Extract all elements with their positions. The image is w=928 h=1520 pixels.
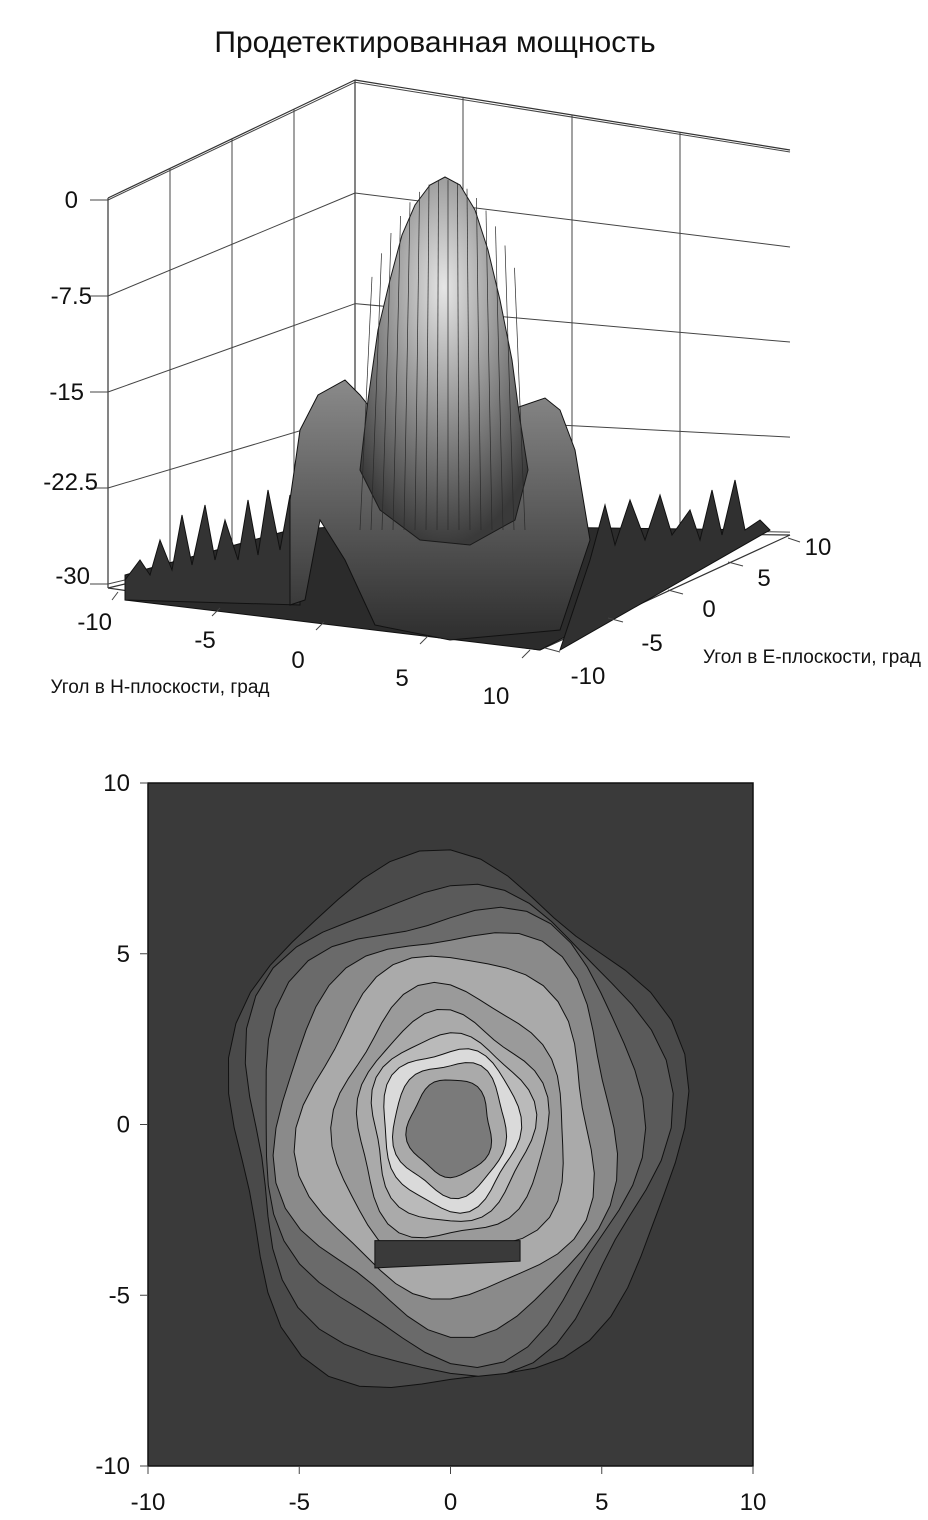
e-tick-mark	[667, 589, 684, 595]
main-lobe-mesh-lines	[359, 180, 526, 531]
peak-mesh-line	[457, 182, 460, 531]
noise-spikes-left	[124, 489, 301, 606]
e-plane-axis: -10 -5 0 5 10 Угол в Е-плоскости, град	[544, 534, 921, 690]
peak-mesh-line	[495, 226, 504, 531]
peak-mesh-line	[466, 188, 471, 531]
peak-mesh-line	[381, 233, 392, 531]
contour-x-tick-label: -10	[131, 1489, 166, 1515]
h-axis-label: Угол в Н-плоскости, град	[51, 677, 270, 698]
e-tick-label: -5	[641, 630, 662, 657]
contour-y-tick-label: -10	[95, 1453, 130, 1480]
peak-mesh-line	[370, 253, 382, 531]
peak-mesh-line	[514, 267, 526, 531]
contour-levels	[227, 849, 690, 1389]
e-tick-label: 10	[805, 534, 832, 561]
e-axis-label: Угол в Е-плоскости, град	[703, 647, 921, 668]
z-tick-label: 0	[65, 187, 78, 214]
contour-level	[405, 1079, 493, 1179]
peak-mesh-line	[392, 215, 401, 531]
contour-notch	[374, 1240, 521, 1269]
h-tick-mark	[111, 591, 119, 601]
contour-y-tick-label: 10	[103, 770, 130, 797]
contour-x-tick-label: 5	[595, 1489, 608, 1515]
h-tick-mark	[315, 621, 325, 631]
contour-x-axis: -10 -5 0 5 10	[131, 1466, 767, 1516]
h-tick-label: -5	[194, 627, 215, 654]
contour-axes: -10 -5 0 5 10 10 5 0 -5 -10	[95, 770, 767, 1516]
e-tick-mark	[607, 617, 624, 623]
contour-x-tick-label: 10	[740, 1489, 767, 1515]
z-tick-label: -30	[55, 563, 90, 590]
noise-spikes-right	[559, 479, 771, 652]
contour-x-tick-label: 0	[444, 1489, 457, 1515]
peak-mesh-line	[359, 276, 373, 531]
h-tick-label: 10	[483, 683, 510, 710]
contour-y-axis: 10 5 0 -5 -10	[95, 770, 148, 1480]
e-tick-label: 0	[702, 596, 715, 623]
h-tick-mark	[521, 649, 531, 659]
peak-mesh-line	[504, 245, 515, 531]
peak-mesh-line	[403, 202, 411, 531]
main-lobe-peak	[359, 176, 529, 546]
e-tick-mark	[787, 537, 801, 543]
peak-mesh-line	[425, 184, 430, 531]
contour-y-tick-label: 5	[117, 941, 130, 968]
contour-y-tick-label: 0	[117, 1112, 130, 1139]
peak-mesh-line	[436, 180, 439, 531]
h-tick-mark	[419, 635, 429, 645]
e-tick-label: 5	[757, 565, 770, 592]
peak-mesh-line	[414, 191, 420, 531]
peak-mesh-line	[485, 210, 493, 531]
z-tick-label: -22.5	[43, 469, 98, 496]
h-plane-axis: -10 -5 0 5 10 Угол в Н-плоскости, град	[51, 591, 531, 710]
z-tick-label: -7.5	[51, 283, 92, 310]
z-tick-label: -15	[49, 379, 84, 406]
contour-chart: -10 -5 0 5 10 10 5 0 -5 -10	[95, 770, 767, 1516]
surface-mesh	[124, 176, 771, 652]
e-tick-mark	[727, 561, 744, 567]
e-tick-mark	[544, 647, 561, 653]
surface-chart: Продетектированная мощность	[43, 26, 921, 710]
h-tick-label: -10	[77, 609, 112, 636]
h-tick-label: 5	[395, 665, 408, 692]
contour-y-tick-label: -5	[109, 1282, 130, 1309]
surface-chart-title: Продетектированная мощность	[214, 26, 655, 59]
e-tick-label: -10	[571, 663, 606, 690]
peak-mesh-line	[476, 198, 482, 531]
z-axis: 0 -7.5 -15 -22.5 -30	[43, 187, 108, 590]
contour-x-tick-label: -5	[289, 1489, 310, 1515]
h-tick-mark	[211, 607, 221, 617]
h-tick-label: 0	[291, 647, 304, 674]
